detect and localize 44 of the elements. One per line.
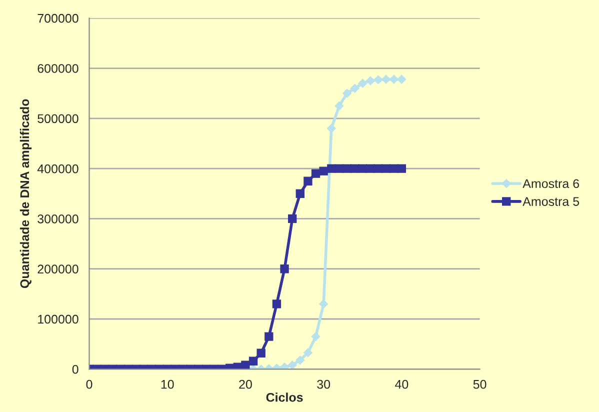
y-tick-label: 200000 xyxy=(38,264,78,274)
point xyxy=(319,300,328,308)
point xyxy=(272,300,282,308)
point xyxy=(311,169,320,178)
point xyxy=(342,164,352,173)
point xyxy=(334,101,344,110)
x-axis-title: Ciclos xyxy=(266,392,303,402)
x-tick-label: 50 xyxy=(473,380,486,389)
point xyxy=(326,124,336,133)
y-tick-label: 500000 xyxy=(38,114,78,124)
legend-label: Amostra 5 xyxy=(522,197,580,206)
point xyxy=(334,164,344,173)
legend-label: Amostra 6 xyxy=(522,179,580,188)
point xyxy=(397,164,406,173)
y-tick-label: 100000 xyxy=(38,314,78,324)
point xyxy=(296,189,304,198)
point xyxy=(382,164,390,173)
x-tick-label: 20 xyxy=(239,380,252,389)
point xyxy=(374,75,383,84)
point xyxy=(327,164,336,173)
x-tick-label: 0 xyxy=(86,380,92,389)
y-tick-label: 600000 xyxy=(38,64,78,73)
point xyxy=(390,164,398,173)
x-tick-label: 10 xyxy=(161,380,174,389)
point xyxy=(358,164,367,173)
point xyxy=(366,164,375,173)
y-tick-label: 0 xyxy=(72,364,78,374)
x-tick-label: 30 xyxy=(317,380,330,389)
point xyxy=(304,176,312,186)
point xyxy=(374,164,383,173)
y-tick-label: 700000 xyxy=(38,14,78,23)
point xyxy=(280,362,289,370)
y-tick-label: 300000 xyxy=(38,214,78,224)
point xyxy=(350,164,360,173)
point xyxy=(358,78,368,88)
point xyxy=(288,214,297,224)
point xyxy=(342,88,352,98)
point xyxy=(350,84,360,93)
point xyxy=(280,264,289,274)
y-tick-label: 400000 xyxy=(37,164,78,174)
x-tick-label: 40 xyxy=(395,380,408,389)
y-axis-title: Quantidade de DNA amplificado xyxy=(20,99,32,288)
point xyxy=(366,76,375,86)
point xyxy=(319,166,328,176)
